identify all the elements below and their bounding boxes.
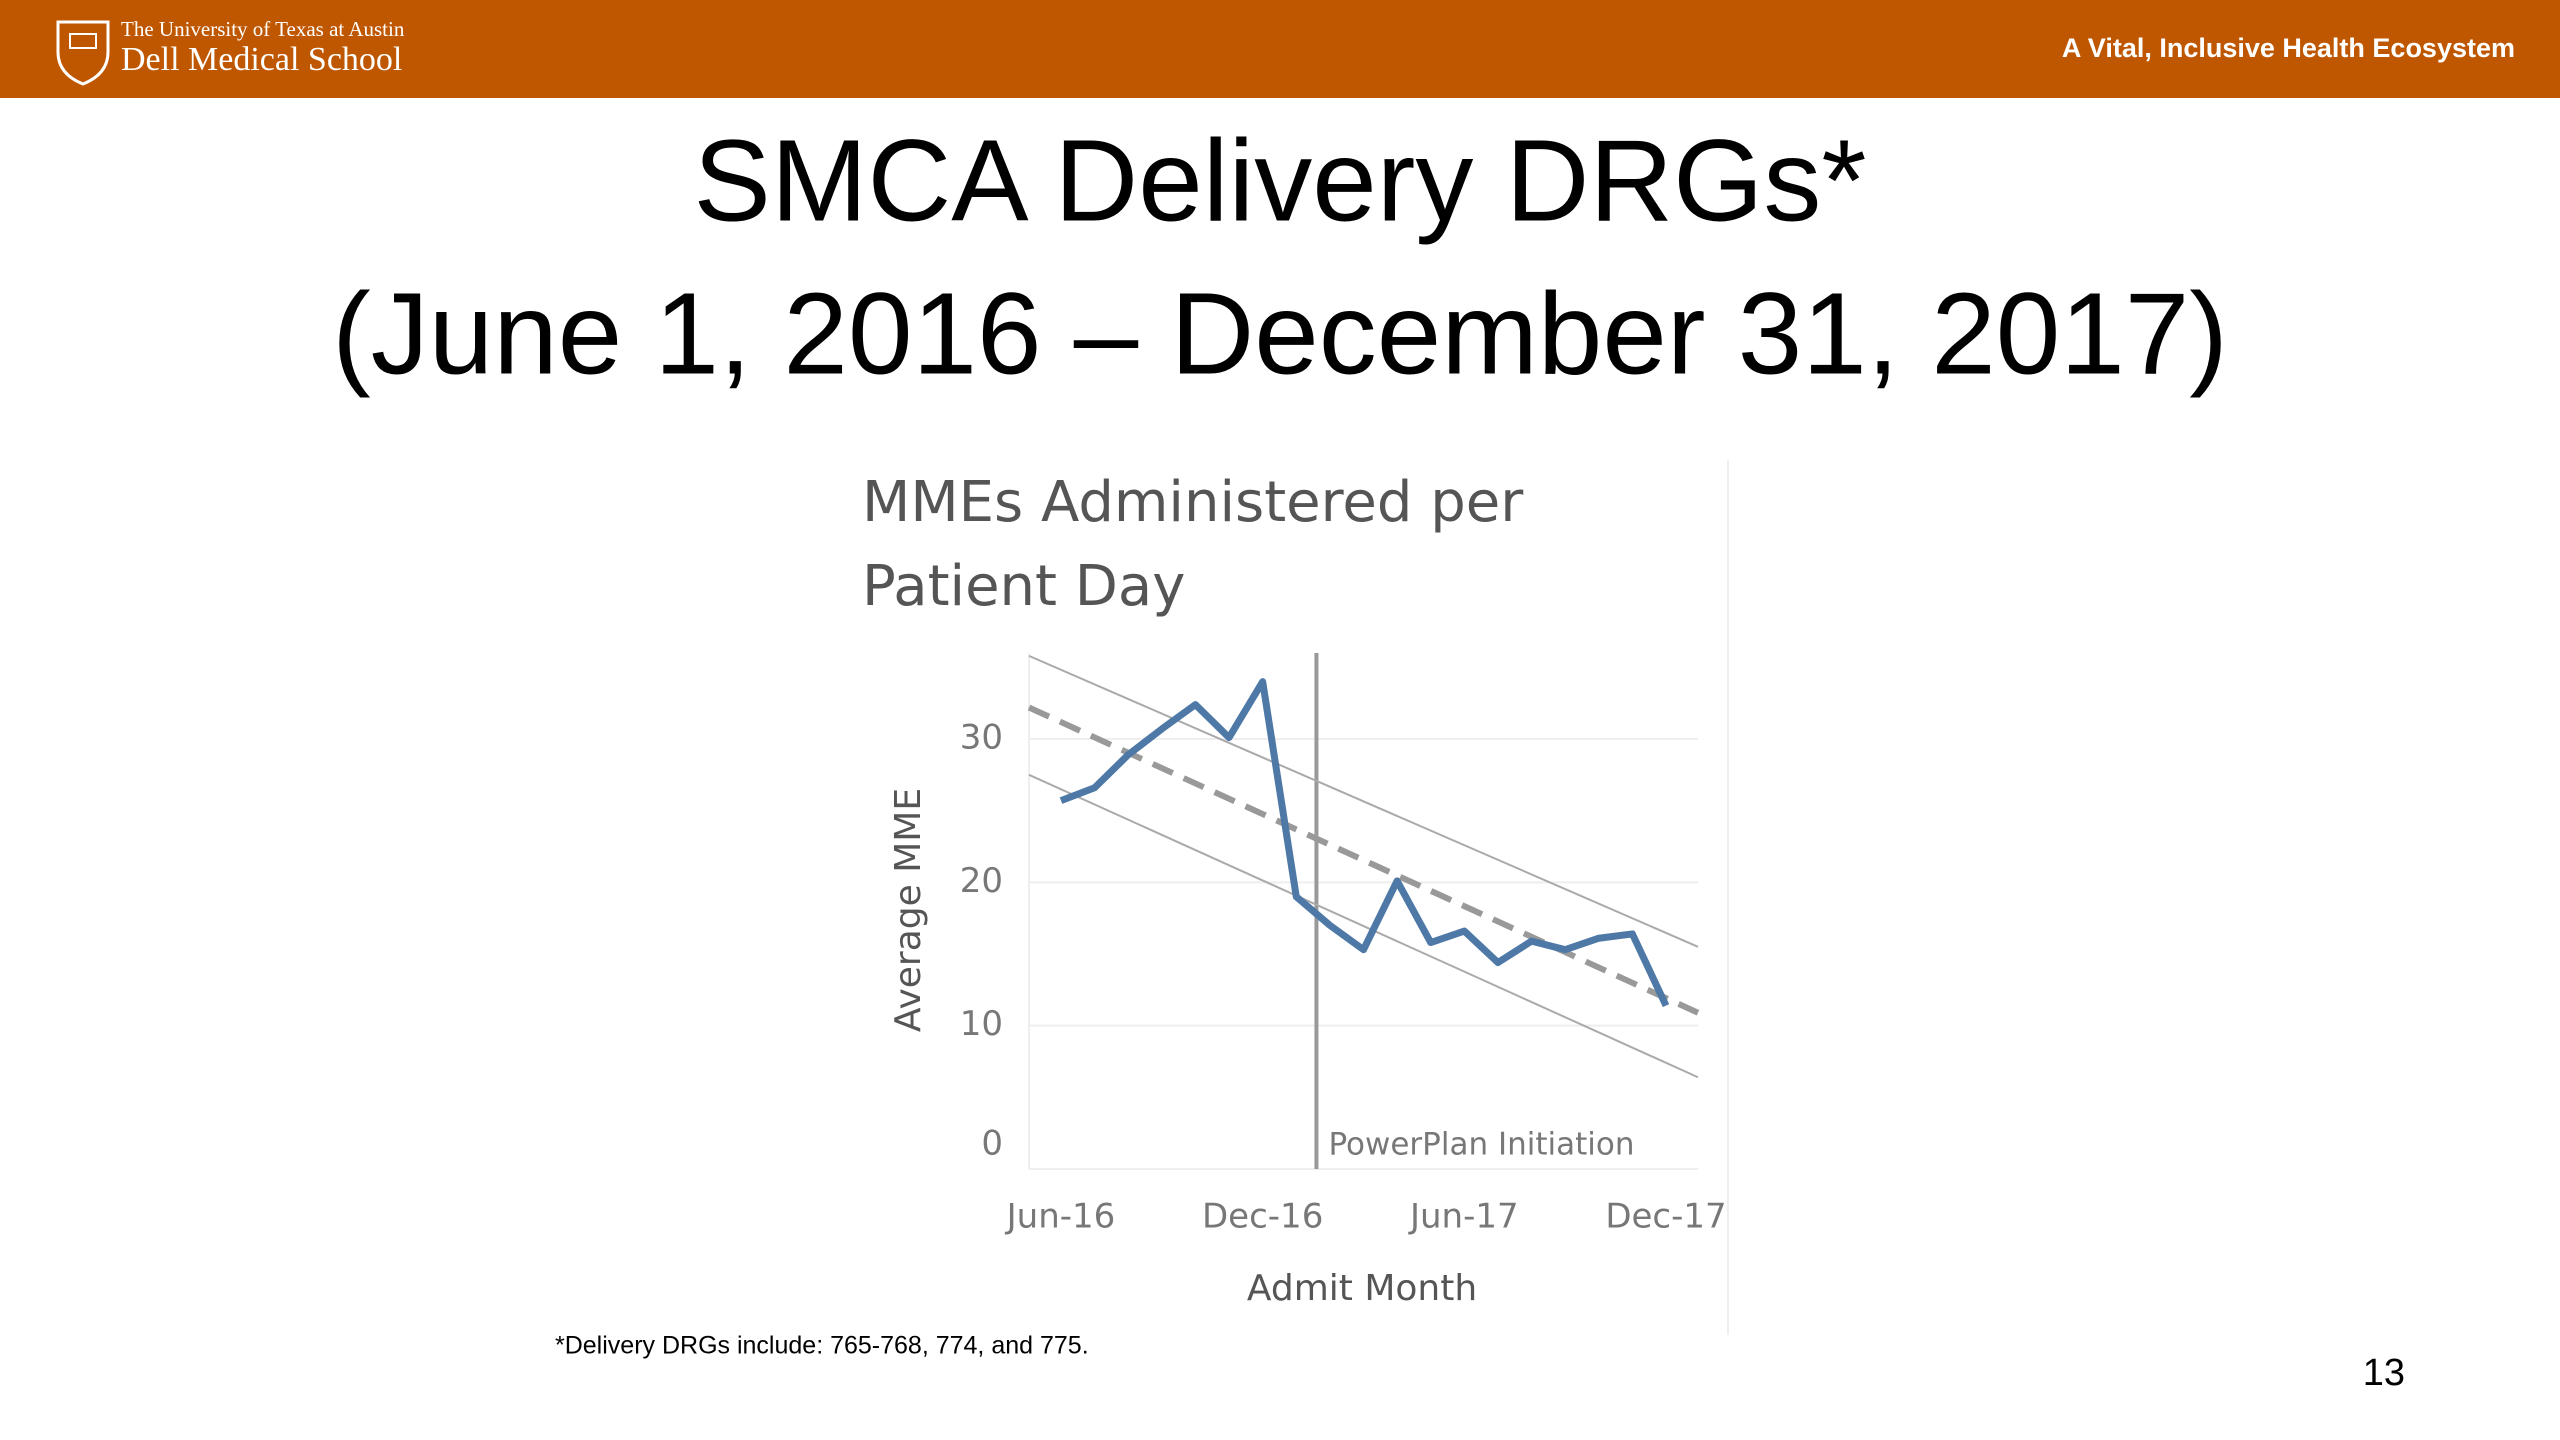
y-tick-label: 20 [960, 861, 1003, 901]
university: The University of Texas at Austin [121, 17, 405, 41]
logo [56, 20, 110, 86]
header-bar [0, 0, 2560, 98]
y-axis-label: Average MME [888, 788, 929, 1032]
trend-line [1028, 654, 1699, 948]
tagline: A Vital, Inclusive Health Ecosystem [2062, 33, 2515, 63]
data-line [1059, 678, 1670, 1008]
y-tick-label: 0 [981, 1124, 1003, 1164]
chart-title: Patient Day [862, 554, 1185, 619]
x-tick-label: Dec-17 [1605, 1197, 1726, 1237]
chart-title: MMEs Administered per [862, 470, 1524, 535]
x-tick-label: Dec-16 [1202, 1197, 1323, 1237]
y-tick-label: 30 [960, 718, 1003, 758]
footnote: *Delivery DRGs include: 765-768, 774, an… [555, 1332, 1089, 1360]
page-number: 13 [2363, 1352, 2405, 1394]
school: Dell Medical School [121, 41, 402, 78]
x-tick-label: Jun-17 [1408, 1197, 1519, 1237]
slide-title: SMCA Delivery DRGs* [693, 116, 1866, 246]
slide-title: (June 1, 2016 – December 31, 2017) [332, 269, 2228, 399]
trend-line [1027, 704, 1700, 1016]
x-axis-label: Admit Month [1247, 1268, 1477, 1309]
trend-line [1028, 773, 1699, 1079]
annotation: PowerPlan Initiation [1328, 1127, 1634, 1163]
x-tick-label: Jun-16 [1005, 1197, 1116, 1237]
y-tick-label: 10 [960, 1004, 1003, 1044]
